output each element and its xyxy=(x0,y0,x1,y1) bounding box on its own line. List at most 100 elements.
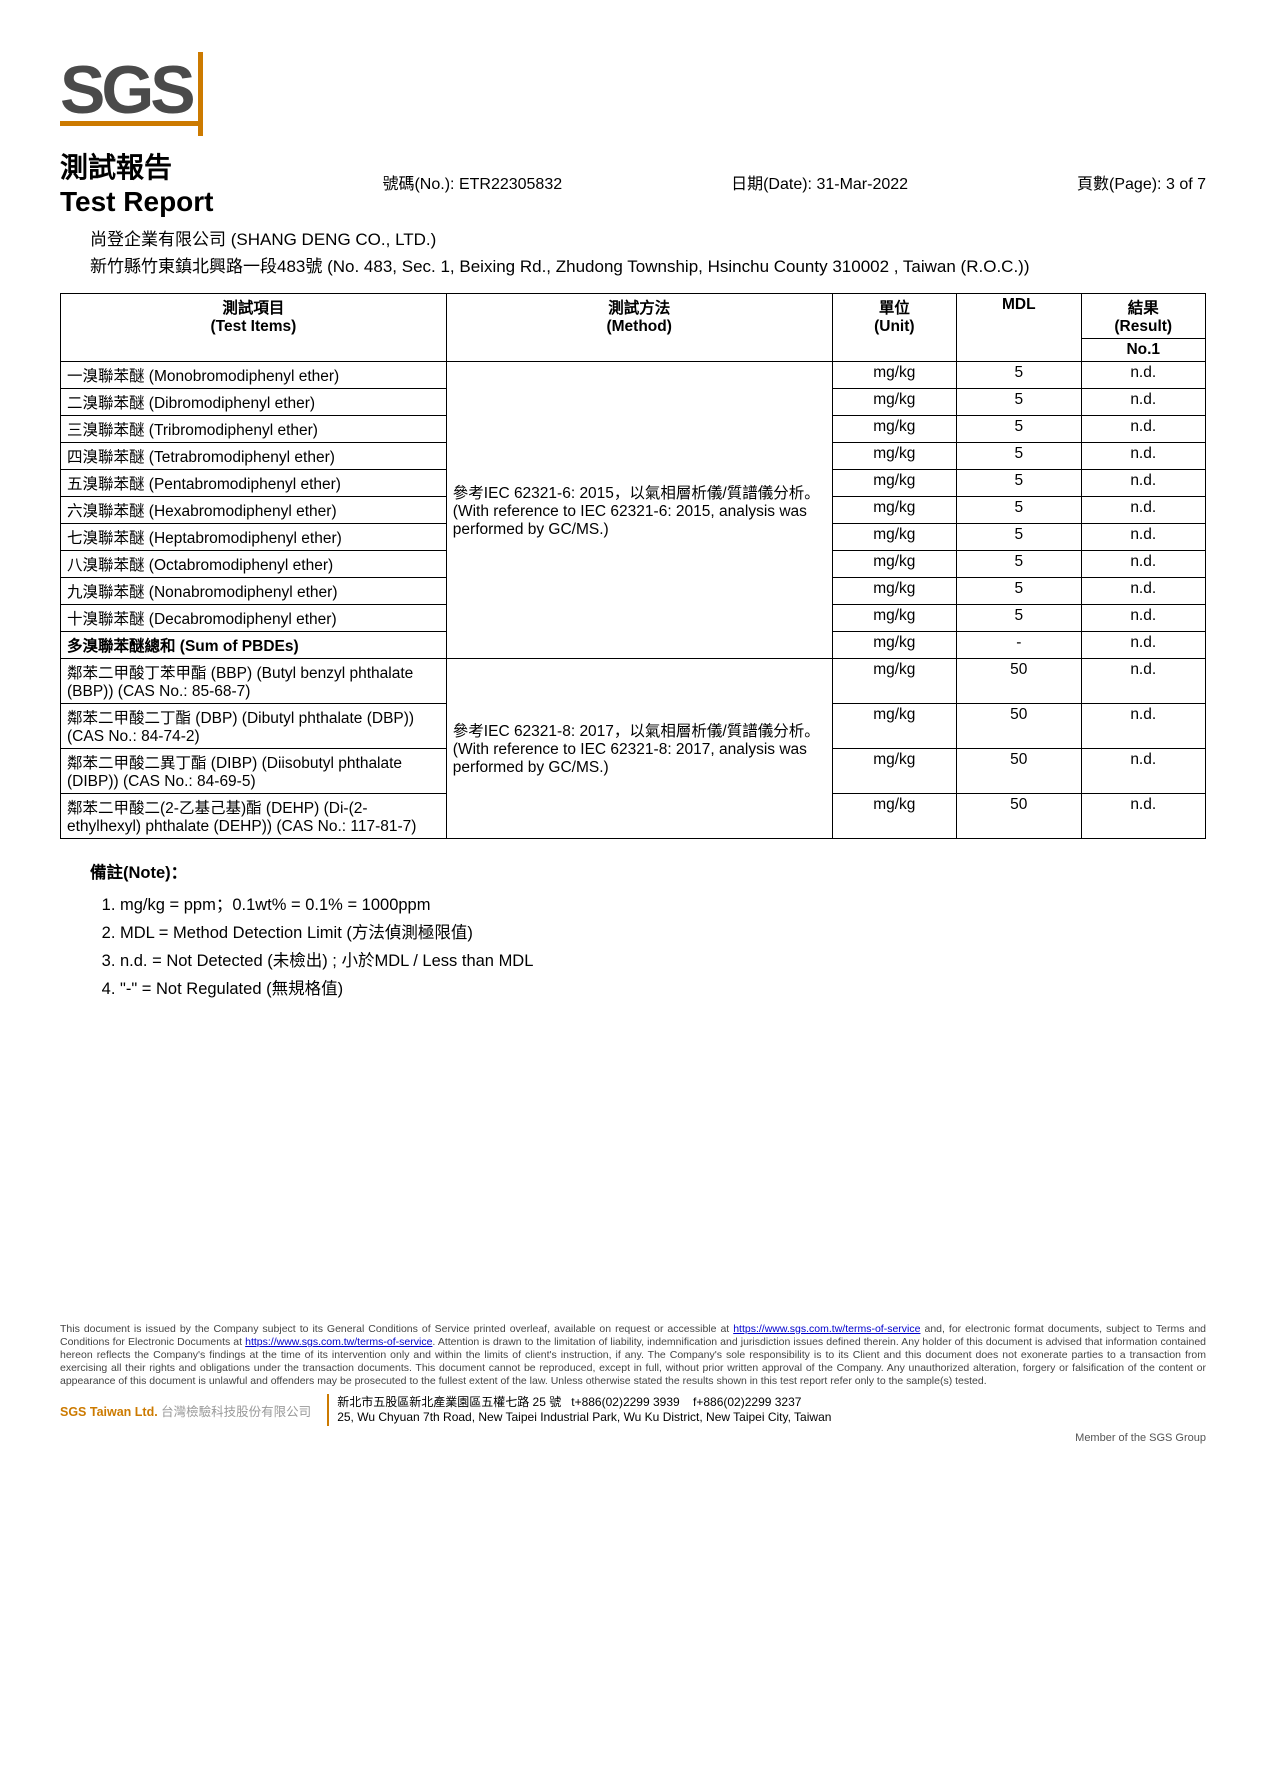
note-item: mg/kg = ppm；0.1wt% = 0.1% = 1000ppm xyxy=(120,891,1206,919)
th-no1: No.1 xyxy=(1081,338,1206,361)
cell-mdl: 5 xyxy=(957,442,1081,469)
cell-result: n.d. xyxy=(1081,703,1206,748)
cell-unit: mg/kg xyxy=(832,388,956,415)
cell-mdl: 5 xyxy=(957,523,1081,550)
page-value: 3 of 7 xyxy=(1166,176,1206,193)
th-method: 測試方法 (Method) xyxy=(446,293,832,361)
cell-item: 一溴聯苯醚 (Monobromodiphenyl ether) xyxy=(61,361,447,388)
th-mdl: MDL xyxy=(957,293,1081,361)
cell-mdl: 5 xyxy=(957,496,1081,523)
cell-result: n.d. xyxy=(1081,388,1206,415)
no-label: 號碼(No.): xyxy=(382,176,454,193)
cell-unit: mg/kg xyxy=(832,496,956,523)
terms-link-1[interactable]: https://www.sgs.com.tw/terms-of-service xyxy=(733,1323,920,1335)
cell-item: 七溴聯苯醚 (Heptabromodiphenyl ether) xyxy=(61,523,447,550)
date-label: 日期(Date): xyxy=(731,176,812,193)
logo-text: SGS xyxy=(60,52,203,136)
cell-result: n.d. xyxy=(1081,748,1206,793)
cell-result: n.d. xyxy=(1081,469,1206,496)
footer-divider xyxy=(327,1394,329,1426)
footer-member: Member of the SGS Group xyxy=(60,1432,1206,1444)
cell-result: n.d. xyxy=(1081,793,1206,838)
cell-mdl: 50 xyxy=(957,748,1081,793)
report-date: 日期(Date): 31-Mar-2022 xyxy=(731,170,908,194)
cell-item: 二溴聯苯醚 (Dibromodiphenyl ether) xyxy=(61,388,447,415)
cell-unit: mg/kg xyxy=(832,469,956,496)
cell-item: 五溴聯苯醚 (Pentabromodiphenyl ether) xyxy=(61,469,447,496)
cell-result: n.d. xyxy=(1081,604,1206,631)
cell-unit: mg/kg xyxy=(832,577,956,604)
notes-title: 備註(Note)： xyxy=(90,859,1206,887)
cell-item: 鄰苯二甲酸丁苯甲酯 (BBP) (Butyl benzyl phthalate … xyxy=(61,658,447,703)
cell-mdl: 5 xyxy=(957,361,1081,388)
th-items: 測試項目 (Test Items) xyxy=(61,293,447,361)
cell-item: 鄰苯二甲酸二異丁酯 (DIBP) (Diisobutyl phthalate (… xyxy=(61,748,447,793)
cell-method: 參考IEC 62321-8: 2017，以氣相層析儀/質譜儀分析。(With r… xyxy=(446,658,832,838)
th-result: 結果 (Result) xyxy=(1081,293,1206,338)
cell-item: 鄰苯二甲酸二丁酯 (DBP) (Dibutyl phthalate (DBP))… xyxy=(61,703,447,748)
cell-unit: mg/kg xyxy=(832,604,956,631)
no-value: ETR22305832 xyxy=(459,176,562,193)
cell-result: n.d. xyxy=(1081,577,1206,604)
cell-unit: mg/kg xyxy=(832,550,956,577)
cell-result: n.d. xyxy=(1081,415,1206,442)
footer-disclaimer: This document is issued by the Company s… xyxy=(60,1323,1206,1389)
cell-result: n.d. xyxy=(1081,361,1206,388)
footer-address: 新北市五股區新北產業園區五權七路 25 號 t+886(02)2299 3939… xyxy=(337,1395,831,1426)
report-page: 頁數(Page): 3 of 7 xyxy=(1077,170,1206,194)
cell-result: n.d. xyxy=(1081,496,1206,523)
footer-company: SGS Taiwan Ltd. 台灣檢驗科技股份有限公司 xyxy=(60,1401,319,1420)
cell-mdl: 5 xyxy=(957,604,1081,631)
cell-method: 參考IEC 62321-6: 2015，以氣相層析儀/質譜儀分析。(With r… xyxy=(446,361,832,658)
cell-unit: mg/kg xyxy=(832,361,956,388)
table-row: 鄰苯二甲酸丁苯甲酯 (BBP) (Butyl benzyl phthalate … xyxy=(61,658,1206,703)
cell-unit: mg/kg xyxy=(832,658,956,703)
th-unit: 單位 (Unit) xyxy=(832,293,956,361)
cell-mdl: 50 xyxy=(957,793,1081,838)
cell-item: 鄰苯二甲酸二(2-乙基己基)酯 (DEHP) (Di-(2-ethylhexyl… xyxy=(61,793,447,838)
cell-unit: mg/kg xyxy=(832,703,956,748)
table-body: 一溴聯苯醚 (Monobromodiphenyl ether)參考IEC 623… xyxy=(61,361,1206,838)
cell-mdl: - xyxy=(957,631,1081,658)
date-value: 31-Mar-2022 xyxy=(816,176,908,193)
cell-unit: mg/kg xyxy=(832,748,956,793)
terms-link-2[interactable]: https://www.sgs.com.tw/terms-of-service xyxy=(245,1336,432,1348)
company-address: 新竹縣竹東鎮北興路一段483號 (No. 483, Sec. 1, Beixin… xyxy=(90,253,1206,280)
cell-mdl: 50 xyxy=(957,703,1081,748)
cell-unit: mg/kg xyxy=(832,415,956,442)
cell-unit: mg/kg xyxy=(832,442,956,469)
results-table: 測試項目 (Test Items) 測試方法 (Method) 單位 (Unit… xyxy=(60,293,1206,839)
note-item: MDL = Method Detection Limit (方法偵測極限值) xyxy=(120,919,1206,947)
footer-bar: SGS Taiwan Ltd. 台灣檢驗科技股份有限公司 新北市五股區新北產業園… xyxy=(60,1394,1206,1426)
note-item: n.d. = Not Detected (未檢出) ; 小於MDL / Less… xyxy=(120,947,1206,975)
company-name: 尚登企業有限公司 (SHANG DENG CO., LTD.) xyxy=(90,226,1206,253)
table-row: 一溴聯苯醚 (Monobromodiphenyl ether)參考IEC 623… xyxy=(61,361,1206,388)
cell-result: n.d. xyxy=(1081,442,1206,469)
notes-list: mg/kg = ppm；0.1wt% = 0.1% = 1000ppmMDL =… xyxy=(120,891,1206,1003)
cell-result: n.d. xyxy=(1081,550,1206,577)
cell-item: 九溴聯苯醚 (Nonabromodiphenyl ether) xyxy=(61,577,447,604)
title-zh: 測試報告 xyxy=(60,146,214,186)
notes-block: 備註(Note)： mg/kg = ppm；0.1wt% = 0.1% = 10… xyxy=(90,859,1206,1003)
cell-mdl: 5 xyxy=(957,388,1081,415)
cell-result: n.d. xyxy=(1081,658,1206,703)
cell-item: 三溴聯苯醚 (Tribromodiphenyl ether) xyxy=(61,415,447,442)
note-item: "-" = Not Regulated (無規格值) xyxy=(120,975,1206,1003)
logo-block: SGS xyxy=(60,60,1206,126)
cell-mdl: 5 xyxy=(957,577,1081,604)
title-en: Test Report xyxy=(60,186,214,218)
cell-item: 多溴聯苯醚總和 (Sum of PBDEs) xyxy=(61,631,447,658)
cell-mdl: 50 xyxy=(957,658,1081,703)
cell-mdl: 5 xyxy=(957,415,1081,442)
cell-result: n.d. xyxy=(1081,523,1206,550)
cell-item: 十溴聯苯醚 (Decabromodiphenyl ether) xyxy=(61,604,447,631)
title-block: 測試報告 Test Report xyxy=(60,146,214,218)
cell-item: 四溴聯苯醚 (Tetrabromodiphenyl ether) xyxy=(61,442,447,469)
cell-result: n.d. xyxy=(1081,631,1206,658)
cell-unit: mg/kg xyxy=(832,523,956,550)
cell-mdl: 5 xyxy=(957,469,1081,496)
table-head: 測試項目 (Test Items) 測試方法 (Method) 單位 (Unit… xyxy=(61,293,1206,361)
cell-item: 六溴聯苯醚 (Hexabromodiphenyl ether) xyxy=(61,496,447,523)
page-label: 頁數(Page): xyxy=(1077,176,1161,193)
cell-unit: mg/kg xyxy=(832,793,956,838)
